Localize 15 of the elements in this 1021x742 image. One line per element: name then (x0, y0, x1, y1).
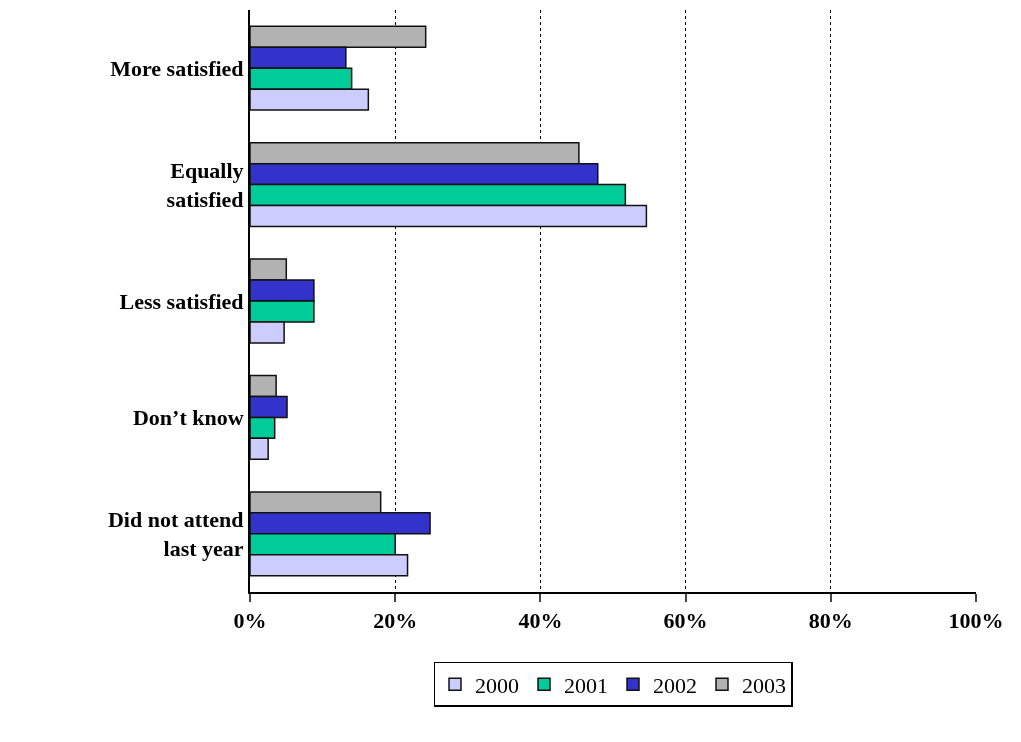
legend-label: 2000 (475, 672, 519, 698)
legend-label: 2003 (742, 672, 786, 698)
x-tick-label: 80% (808, 608, 853, 634)
x-tick-label: 0% (233, 608, 267, 634)
legend-label: 2001 (564, 672, 608, 698)
legend-label: 2002 (653, 672, 697, 698)
y-tick-label: Did not attend last year (107, 507, 244, 561)
y-tick-label: More satisfied (110, 55, 244, 81)
y-tick-label: Don’t know (132, 405, 244, 431)
x-tick-label: 100% (948, 608, 1004, 634)
x-tick-label: 60% (663, 608, 708, 634)
x-tick-label: 20% (373, 608, 418, 634)
x-tick-label: 40% (518, 608, 563, 634)
y-tick-label: Equally satisfied (166, 158, 244, 212)
y-tick-label: Less satisfied (119, 288, 244, 314)
